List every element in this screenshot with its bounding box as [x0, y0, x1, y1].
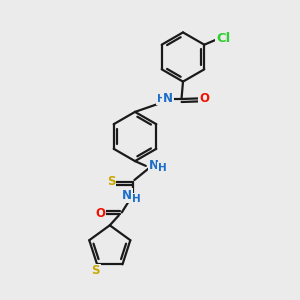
Text: N: N: [122, 189, 132, 203]
Text: S: S: [92, 265, 100, 278]
Text: Cl: Cl: [216, 32, 231, 45]
Text: O: O: [199, 92, 209, 105]
Text: S: S: [107, 175, 115, 188]
Text: N: N: [148, 159, 159, 172]
Text: O: O: [95, 207, 105, 220]
Text: H: H: [157, 94, 166, 104]
Text: H: H: [131, 194, 140, 204]
Text: H: H: [158, 163, 167, 173]
Text: N: N: [163, 92, 173, 105]
